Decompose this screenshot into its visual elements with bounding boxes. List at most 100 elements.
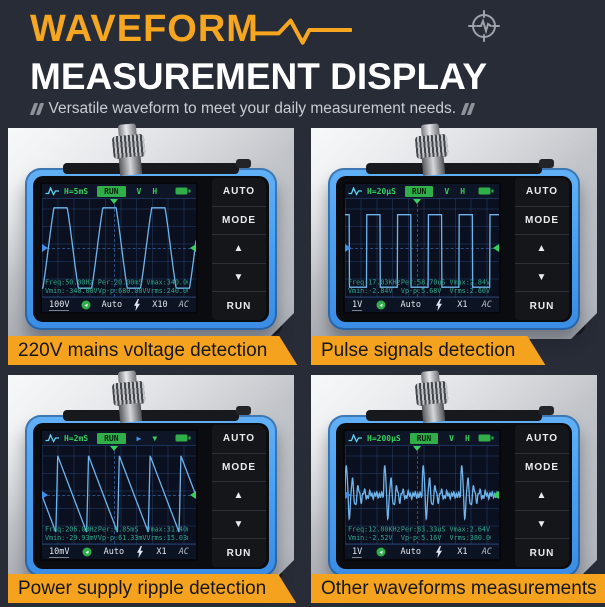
- device-top-edge: [63, 163, 239, 174]
- waveform-plot: Freq:12.00KHz Per:83.33uS Vmax:2.64V Vmi…: [345, 445, 499, 545]
- trigger-level-marker-icon: [42, 491, 48, 499]
- center-horizontal-gridline: [42, 248, 196, 249]
- bnc-probe-connector: [412, 123, 452, 178]
- coupling-mode[interactable]: AC: [481, 547, 492, 557]
- trigger-mode[interactable]: Auto: [103, 547, 125, 557]
- header: WAVEFORM MEASUREMENT DISPLAY Versatile w…: [0, 0, 605, 128]
- mode-button[interactable]: MODE: [515, 207, 569, 236]
- panel-cell: H=20μS RUN V H: [311, 123, 597, 365]
- wave-glyph-icon: [348, 186, 362, 196]
- battery-icon: [478, 187, 494, 195]
- trigger-position-marker-icon: [413, 446, 422, 451]
- auto-button[interactable]: AUTO: [515, 425, 569, 454]
- volts-per-div[interactable]: 1V: [352, 546, 363, 558]
- down-button[interactable]: ▼: [212, 264, 266, 293]
- waveform-trace: [345, 199, 499, 297]
- bolt-icon: [436, 299, 443, 311]
- screen-settings-bar: 1V Auto X1 AC: [345, 298, 499, 312]
- bolt-icon: [134, 299, 141, 311]
- auto-button[interactable]: AUTO: [515, 178, 569, 207]
- readout-vmax: Vmax:340.00V: [146, 278, 188, 287]
- mode-button[interactable]: MODE: [515, 454, 569, 483]
- battery-icon: [175, 187, 191, 195]
- wave-glyph-icon: [45, 186, 59, 196]
- probe-attenuation[interactable]: X1: [457, 300, 468, 310]
- trigger-mode[interactable]: Auto: [400, 547, 422, 557]
- volts-per-div[interactable]: 1V: [352, 299, 363, 311]
- probe-attenuation[interactable]: X1: [457, 547, 468, 557]
- device-bezel: H=20μS RUN V H: [336, 176, 572, 322]
- timebase-value[interactable]: H=20μS: [367, 186, 396, 196]
- trigger-vertical-gridline: [114, 446, 116, 544]
- probe-attenuation[interactable]: X1: [156, 547, 167, 557]
- trigger-circle-icon: [376, 547, 386, 557]
- coupling-mode[interactable]: AC: [481, 300, 492, 310]
- timebase-value[interactable]: H=5mS: [64, 186, 89, 196]
- volts-per-div[interactable]: 100V: [49, 299, 70, 311]
- run-button[interactable]: RUN: [226, 547, 252, 559]
- down-button[interactable]: ▼: [212, 511, 266, 540]
- up-button[interactable]: ▲: [515, 482, 569, 511]
- oscilloscope-screen: H=200μS RUN V H: [343, 429, 501, 561]
- power-button[interactable]: [236, 159, 251, 168]
- readout-vmin: Vmin:-340.00V: [45, 287, 98, 295]
- up-button[interactable]: ▲: [515, 235, 569, 264]
- down-button[interactable]: ▼: [515, 264, 569, 293]
- power-button[interactable]: [539, 159, 554, 168]
- trigger-circle-icon: [376, 300, 386, 310]
- power-button[interactable]: [539, 406, 554, 415]
- run-button[interactable]: RUN: [226, 300, 252, 312]
- device-top-edge: [366, 163, 542, 174]
- battery-icon: [478, 434, 494, 442]
- center-horizontal-gridline: [345, 248, 499, 249]
- indicator-2: ▼: [152, 433, 158, 443]
- coupling-mode[interactable]: AC: [178, 547, 189, 557]
- coupling-mode[interactable]: AC: [178, 300, 189, 310]
- indicator-1: ▶: [136, 433, 142, 443]
- run-button[interactable]: RUN: [529, 300, 555, 312]
- mode-button[interactable]: MODE: [212, 207, 266, 236]
- trigger-position-marker-icon: [110, 446, 119, 451]
- page-title-line2: MEASUREMENT DISPLAY: [30, 56, 488, 97]
- down-button[interactable]: ▼: [515, 511, 569, 540]
- up-button[interactable]: ▲: [212, 235, 266, 264]
- indicator-1: V: [449, 433, 454, 443]
- run-button[interactable]: RUN: [529, 547, 555, 559]
- timebase-value[interactable]: H=2mS: [64, 433, 89, 443]
- mode-button[interactable]: MODE: [212, 454, 266, 483]
- up-button[interactable]: ▲: [212, 482, 266, 511]
- screen-status-bar: H=20μS RUN V H: [345, 184, 499, 198]
- bolt-icon: [137, 546, 144, 558]
- wave-glyph-icon: [45, 433, 59, 443]
- bnc-probe-connector: [109, 370, 149, 425]
- trigger-mode[interactable]: Auto: [400, 300, 422, 310]
- readout-period: Per:58.70uS: [400, 278, 446, 287]
- power-button[interactable]: [236, 406, 251, 415]
- run-status-badge: RUN: [404, 185, 434, 197]
- device-top-edge: [366, 410, 542, 421]
- volts-per-div[interactable]: 10mV: [49, 546, 70, 558]
- panel-caption: Power supply ripple detection: [8, 574, 296, 603]
- panel-caption: Pulse signals detection: [311, 336, 545, 365]
- auto-button[interactable]: AUTO: [212, 425, 266, 454]
- probe-attenuation[interactable]: X10: [152, 300, 168, 310]
- timebase-value[interactable]: H=200μS: [367, 433, 401, 443]
- run-status-badge: RUN: [97, 185, 126, 197]
- trigger-level-marker-icon: [345, 244, 351, 252]
- auto-button[interactable]: AUTO: [212, 178, 266, 207]
- oscilloscope-screen: H=20μS RUN V H: [343, 182, 501, 314]
- readout-vrms: Vrms:15.03mV: [146, 534, 188, 542]
- trigger-circle-icon: [81, 300, 91, 310]
- oscilloscope-device: H=200μS RUN V H: [323, 370, 585, 582]
- run-status-badge: RUN: [409, 432, 439, 444]
- panel-cell: H=200μS RUN V H: [311, 370, 597, 603]
- trigger-mode[interactable]: Auto: [101, 300, 123, 310]
- measurement-readouts: Freq:50.00Hz Per:20.00mS Vmax:340.00V Vm…: [45, 279, 188, 295]
- trigger-vertical-gridline: [114, 199, 116, 297]
- oscilloscope-screen: H=2mS RUN ▶ ▼: [40, 429, 198, 561]
- waveform-plot: Freq:17.03KHz Per:58.70uS Vmax:2.84V Vmi…: [345, 198, 499, 298]
- device-button-panel: AUTO MODE ▲ ▼ RUN: [515, 178, 569, 320]
- device-bezel: H=5mS RUN V H: [33, 176, 269, 322]
- waveform-plot: Freq:206.00Hz Per:4.85mS Vmax:31.40mV Vm…: [42, 445, 196, 545]
- readout-freq: Freq:206.00Hz: [45, 525, 98, 534]
